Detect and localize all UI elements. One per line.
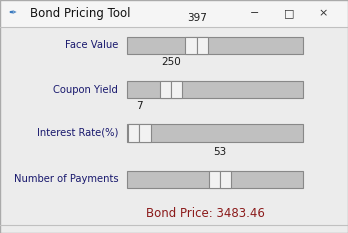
Bar	[220, 171, 231, 188]
Text: Interest Rate(%): Interest Rate(%)	[37, 128, 118, 138]
Text: ✒: ✒	[8, 8, 16, 18]
Text: 397: 397	[187, 13, 207, 23]
Bar	[127, 124, 303, 141]
Text: Number of Payments: Number of Payments	[14, 175, 118, 184]
Text: ×: ×	[319, 8, 328, 18]
Bar	[171, 81, 182, 98]
Text: 7: 7	[136, 101, 143, 111]
Bar	[185, 37, 197, 54]
Bar	[197, 37, 208, 54]
Text: Bond Pricing Tool: Bond Pricing Tool	[30, 7, 130, 20]
Text: Face Value: Face Value	[65, 41, 118, 50]
Bar	[160, 81, 171, 98]
Text: 53: 53	[214, 147, 227, 157]
Bar	[127, 81, 303, 98]
Text: □: □	[284, 8, 294, 18]
Bar	[127, 171, 303, 188]
Bar	[0, 0, 348, 27]
Text: 250: 250	[161, 58, 181, 68]
Bar	[209, 171, 220, 188]
Text: −: −	[250, 8, 259, 18]
Bar	[127, 37, 303, 54]
Bar	[128, 124, 139, 141]
Bar	[139, 124, 151, 141]
Text: Bond Price: 3483.46: Bond Price: 3483.46	[146, 207, 265, 220]
Text: Coupon Yield: Coupon Yield	[54, 85, 118, 95]
